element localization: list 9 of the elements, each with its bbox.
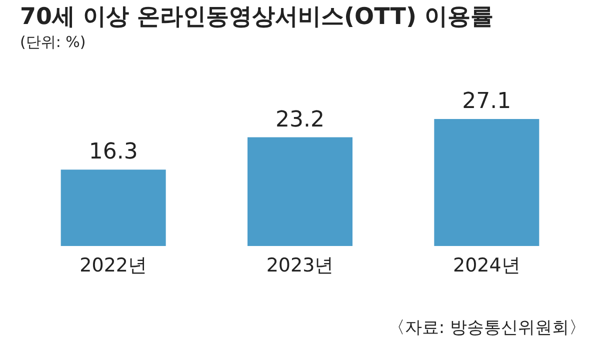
- data-label: 27.1: [462, 89, 512, 114]
- chart-title: 70세 이상 온라인동영상서비스(OTT) 이용률: [20, 4, 494, 30]
- data-label: 23.2: [276, 107, 324, 132]
- x-tick-label: 2024년: [452, 254, 520, 276]
- x-tick-label: 2023년: [266, 254, 334, 276]
- text: 〈자료: 방송통신위원회〉: [388, 317, 586, 339]
- chart-subtitle: (단위: %): [20, 33, 86, 51]
- data-label: 16.3: [88, 140, 138, 165]
- x-tick-label: 2022년: [80, 254, 148, 276]
